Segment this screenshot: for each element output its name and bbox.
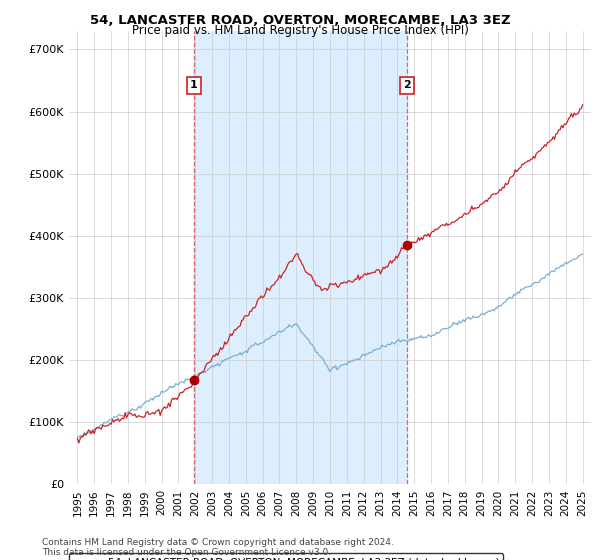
Text: 54, LANCASTER ROAD, OVERTON, MORECAMBE, LA3 3EZ: 54, LANCASTER ROAD, OVERTON, MORECAMBE, … [89,14,511,27]
Text: Contains HM Land Registry data © Crown copyright and database right 2024.
This d: Contains HM Land Registry data © Crown c… [42,538,394,557]
Legend: 54, LANCASTER ROAD, OVERTON, MORECAMBE, LA3 3EZ (detached house), HPI: Average p: 54, LANCASTER ROAD, OVERTON, MORECAMBE, … [69,553,503,560]
Text: 1: 1 [190,80,198,90]
Bar [194,31,407,484]
Text: Price paid vs. HM Land Registry's House Price Index (HPI): Price paid vs. HM Land Registry's House … [131,24,469,37]
Text: 2: 2 [403,80,411,90]
